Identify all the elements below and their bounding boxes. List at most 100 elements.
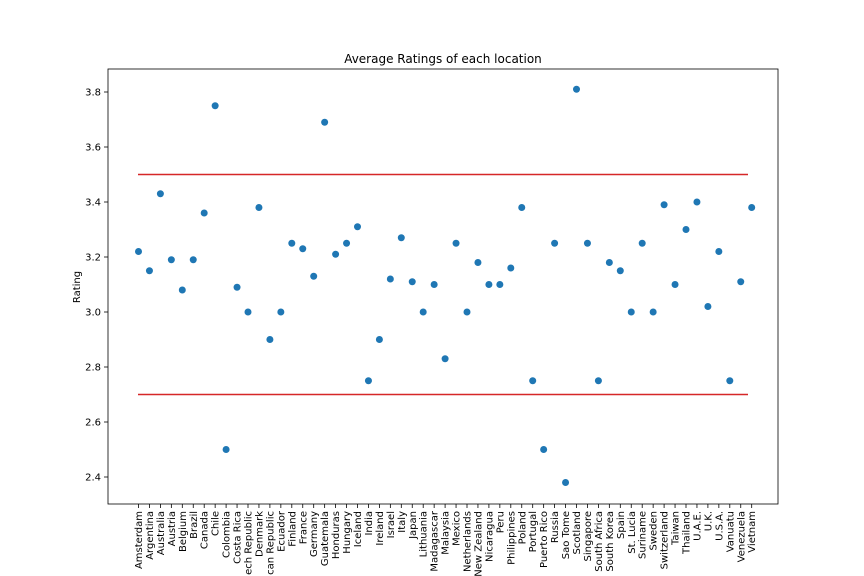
data-point <box>375 336 383 343</box>
data-point <box>299 245 307 253</box>
data-point <box>529 377 537 385</box>
data-point <box>397 234 405 242</box>
x-tick-label: Suriname <box>638 511 649 559</box>
data-point <box>649 308 657 316</box>
data-point <box>419 308 427 316</box>
x-tick-label: Thailand <box>682 511 693 555</box>
x-tick-label: Poland <box>517 511 528 544</box>
x-tick-label: St. Lucia <box>627 511 638 554</box>
x-tick-label: Austria <box>167 511 178 546</box>
x-tick-label: South Africa <box>594 511 605 572</box>
data-point <box>496 281 504 288</box>
x-tick-label: Sao Tome <box>561 511 572 559</box>
x-tick-label: U.A.E. <box>692 511 703 541</box>
x-tick-label: Portugal <box>528 511 539 552</box>
x-tick-label: Guatemala <box>320 511 331 566</box>
x-tick-label: South Korea <box>605 511 616 572</box>
y-axis-ticks: 2.4 2.6 2.8 3.0 3.2 3.4 3.6 3.8 <box>85 88 108 484</box>
data-point <box>682 226 690 233</box>
y-tick-label: 2.6 <box>85 418 101 429</box>
x-tick-label: Russia <box>550 511 561 543</box>
data-point <box>507 264 515 272</box>
data-point <box>310 272 318 280</box>
data-point <box>200 209 208 217</box>
data-point <box>222 446 230 453</box>
data-point <box>704 303 712 310</box>
x-tick-label: Amsterdam <box>134 511 145 569</box>
y-tick-label: 2.8 <box>85 363 101 374</box>
data-point <box>386 275 394 283</box>
x-tick-label: Lithuania <box>419 511 430 557</box>
data-point <box>726 377 734 385</box>
x-tick-label: France <box>298 511 309 544</box>
x-tick-label: Nicaragua <box>484 511 495 562</box>
x-tick-label: Argentina <box>145 511 156 560</box>
data-point <box>441 355 449 363</box>
data-point <box>189 256 197 264</box>
data-point <box>573 85 580 93</box>
data-point <box>364 377 372 385</box>
data-point <box>562 479 570 486</box>
y-tick-label: 3.0 <box>85 308 101 319</box>
y-tick-label: 3.8 <box>85 88 101 99</box>
data-point <box>583 239 591 247</box>
data-point <box>551 239 559 247</box>
x-tick-label: U.S.A. <box>714 511 725 541</box>
data-point <box>737 278 745 286</box>
data-point <box>693 198 701 206</box>
data-point <box>156 190 164 198</box>
x-tick-label: Madagascar <box>430 510 441 572</box>
x-tick-label: Spain <box>616 511 627 539</box>
data-point <box>715 248 723 255</box>
x-tick-label: Canada <box>200 511 211 549</box>
data-point <box>211 102 219 110</box>
data-point <box>354 223 361 231</box>
x-tick-label: Chile <box>211 511 222 536</box>
data-point <box>233 283 241 291</box>
x-tick-label: Mexico <box>452 511 463 546</box>
data-point <box>594 377 602 385</box>
data-point <box>660 201 668 209</box>
x-tick-label: Italy <box>397 511 408 533</box>
data-point <box>452 239 460 247</box>
x-tick-label: ech Republic <box>244 511 255 575</box>
x-tick-label: Ireland <box>375 511 386 546</box>
x-tick-label: Philippines <box>506 511 517 565</box>
x-tick-label: Puerto Rico <box>539 511 550 568</box>
x-tick-label: Germany <box>309 511 320 557</box>
x-tick-label: India <box>364 511 375 536</box>
x-tick-label: Iceland <box>353 511 364 547</box>
data-point <box>485 281 493 288</box>
x-tick-label: can Republic <box>265 511 276 575</box>
x-tick-label: Switzerland <box>660 511 671 569</box>
x-tick-label: Malaysia <box>441 511 452 555</box>
data-point <box>540 446 548 453</box>
x-tick-label: Taiwan <box>671 511 682 546</box>
x-tick-label: U.K. <box>703 511 714 531</box>
data-point <box>518 204 526 211</box>
data-point <box>288 239 296 247</box>
x-axis-ticks: Amsterdam Argentina Australia Austria Belgiu… <box>134 504 758 576</box>
data-point <box>616 267 624 275</box>
data-point <box>638 239 646 247</box>
y-tick-label: 3.4 <box>85 198 101 209</box>
x-tick-label: Finland <box>287 511 298 547</box>
data-point <box>605 259 613 266</box>
data-points <box>135 85 756 486</box>
x-tick-label: Brazil <box>189 511 200 539</box>
x-tick-label: Peru <box>495 511 506 533</box>
data-point <box>332 250 340 258</box>
data-point <box>266 336 274 343</box>
data-point <box>474 259 482 266</box>
data-point <box>145 267 153 275</box>
chart-title: Average Ratings of each location <box>344 52 542 66</box>
data-point <box>430 281 438 288</box>
x-tick-label: Honduras <box>331 511 342 559</box>
x-tick-label: Sweden <box>649 511 660 551</box>
data-point <box>167 256 175 264</box>
x-tick-label: Vanuatu <box>725 511 736 552</box>
reference-lines <box>138 173 748 396</box>
x-tick-label: Denmark <box>254 511 265 557</box>
x-tick-label: Australia <box>156 511 167 555</box>
